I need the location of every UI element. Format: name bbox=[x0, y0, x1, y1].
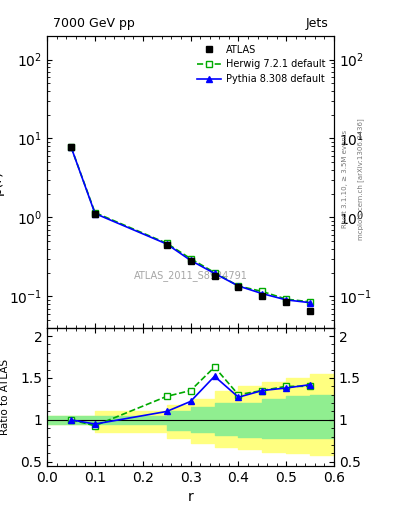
Line: Pythia 8.308 default: Pythia 8.308 default bbox=[68, 143, 314, 306]
Herwig 7.2.1 default bbox=[69, 144, 73, 150]
ATLAS bbox=[260, 293, 265, 300]
Herwig 7.2.1 default bbox=[260, 288, 265, 294]
Text: Jets: Jets bbox=[306, 17, 328, 30]
Herwig 7.2.1 default bbox=[93, 209, 97, 216]
Herwig 7.2.1 default bbox=[212, 269, 217, 275]
ATLAS bbox=[188, 258, 193, 264]
Line: Herwig 7.2.1 default: Herwig 7.2.1 default bbox=[68, 143, 314, 305]
Herwig 7.2.1 default bbox=[284, 296, 288, 302]
Y-axis label: ρ(r): ρ(r) bbox=[0, 169, 4, 195]
Pythia 8.308 default bbox=[260, 291, 265, 297]
Y-axis label: Ratio to ATLAS: Ratio to ATLAS bbox=[0, 359, 10, 435]
Pythia 8.308 default bbox=[69, 144, 73, 150]
Pythia 8.308 default bbox=[212, 270, 217, 276]
Herwig 7.2.1 default bbox=[308, 299, 312, 305]
Text: Rivet 3.1.10, ≥ 3.5M events: Rivet 3.1.10, ≥ 3.5M events bbox=[342, 130, 348, 228]
X-axis label: r: r bbox=[188, 490, 193, 504]
ATLAS bbox=[308, 308, 312, 314]
Pythia 8.308 default bbox=[308, 300, 312, 306]
ATLAS bbox=[164, 242, 169, 248]
Pythia 8.308 default bbox=[93, 210, 97, 217]
ATLAS bbox=[284, 299, 288, 305]
Legend: ATLAS, Herwig 7.2.1 default, Pythia 8.308 default: ATLAS, Herwig 7.2.1 default, Pythia 8.30… bbox=[193, 40, 329, 88]
Herwig 7.2.1 default bbox=[188, 255, 193, 262]
Pythia 8.308 default bbox=[164, 241, 169, 247]
Pythia 8.308 default bbox=[284, 297, 288, 303]
ATLAS bbox=[236, 284, 241, 290]
Text: 7000 GeV pp: 7000 GeV pp bbox=[53, 17, 135, 30]
ATLAS bbox=[93, 211, 97, 217]
Pythia 8.308 default bbox=[236, 283, 241, 289]
Pythia 8.308 default bbox=[188, 258, 193, 264]
Herwig 7.2.1 default bbox=[164, 240, 169, 246]
ATLAS bbox=[212, 273, 217, 279]
Herwig 7.2.1 default bbox=[236, 283, 241, 289]
ATLAS bbox=[69, 144, 73, 150]
Line: ATLAS: ATLAS bbox=[68, 143, 314, 314]
Text: mcplots.cern.ch [arXiv:1306.3436]: mcplots.cern.ch [arXiv:1306.3436] bbox=[358, 118, 364, 240]
Text: ATLAS_2011_S8924791: ATLAS_2011_S8924791 bbox=[134, 270, 248, 281]
